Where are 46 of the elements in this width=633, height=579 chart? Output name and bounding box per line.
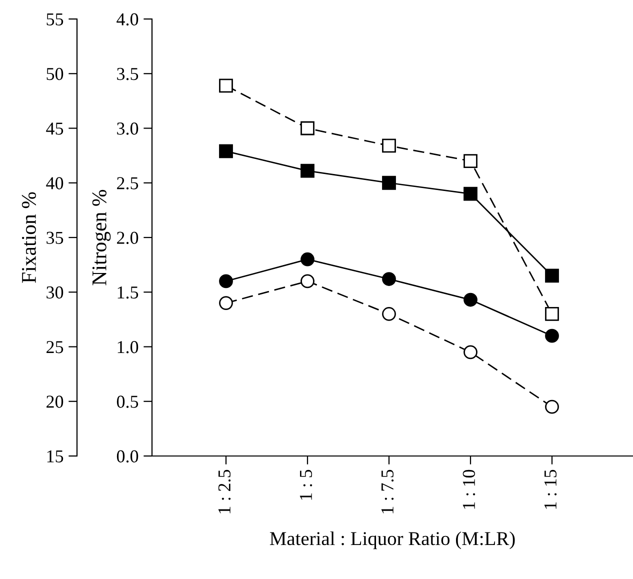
y2-tick-label: 2.0: [117, 232, 138, 244]
y2-axis-title: Nitrogen %: [92, 190, 111, 286]
y2-tick-label: 0.5: [116, 396, 138, 408]
y2-tick-label: 2.5: [117, 177, 138, 190]
point: [300, 274, 314, 288]
y-tick-label: 35: [46, 232, 64, 244]
point: [300, 252, 314, 266]
y2-tick-label: 3.5: [117, 68, 138, 80]
point: [545, 400, 559, 414]
point: [545, 268, 559, 283]
y-axis-title: Fixation %: [22, 192, 36, 283]
y-tick-label: 20: [46, 396, 64, 408]
y-tick-label: 30: [46, 286, 64, 299]
y-tick-label: 45: [46, 122, 64, 135]
point: [300, 164, 314, 178]
point: [464, 292, 478, 307]
x-axis-title: Material : Liquor Ratio (M:LR): [270, 532, 515, 550]
point: [464, 345, 478, 360]
y-tick-label: 55: [46, 13, 64, 26]
point: [382, 272, 396, 286]
point: [464, 186, 478, 201]
x-tick-label: 1 : 2.5: [218, 470, 231, 514]
x-tick-label: 1 : 7.5: [381, 470, 394, 514]
point: [219, 274, 233, 288]
x-tick-label: 1 : 15: [544, 470, 557, 509]
point: [545, 328, 559, 343]
point: [545, 307, 559, 321]
point: [464, 154, 478, 168]
y2-tick-label: 4.0: [116, 13, 138, 26]
y-tick-label: 40: [46, 177, 64, 190]
y-tick-label: 15: [47, 450, 64, 462]
y2-tick-label: 3.0: [117, 122, 138, 135]
point: [382, 138, 396, 153]
x-tick-label: 1 : 5: [300, 470, 312, 500]
y2-tick-label: 1.5: [118, 286, 138, 299]
y-tick-label: 25: [46, 341, 64, 354]
y-tick-label: 50: [46, 68, 64, 80]
x-tick-label: 1 : 10: [462, 470, 476, 509]
point: [382, 307, 396, 321]
point: [219, 144, 233, 158]
y2-tick-label: 0.0: [116, 450, 138, 463]
point: [382, 176, 396, 190]
y2-tick-label: 1.0: [118, 341, 138, 354]
point: [300, 121, 314, 136]
point: [219, 78, 233, 93]
point: [219, 296, 233, 310]
